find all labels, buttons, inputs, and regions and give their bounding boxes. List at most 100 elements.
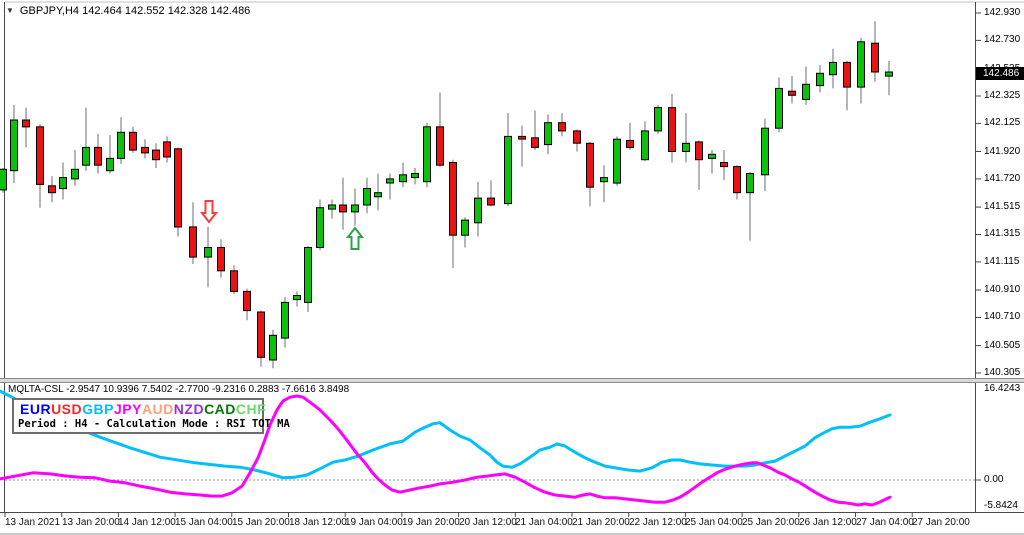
- price-axis-label: 140.505: [984, 340, 1021, 351]
- price-axis-label: 140.710: [984, 311, 1021, 322]
- price-axis-label: 141.315: [984, 228, 1021, 239]
- candle-down: [257, 311, 265, 358]
- candle-down: [174, 148, 182, 228]
- candle-up: [461, 219, 469, 236]
- legend-item-eur: EUR: [20, 401, 52, 417]
- candle-up: [708, 153, 716, 159]
- price-axis-label: 141.515: [984, 201, 1021, 212]
- candle-up: [399, 174, 407, 183]
- candle-down: [695, 141, 703, 161]
- window-bottom-edge: [0, 533, 1024, 535]
- price-axis-label: 142.325: [984, 90, 1021, 101]
- candle-down: [573, 130, 581, 144]
- candle-up: [204, 247, 212, 258]
- candle-up: [10, 119, 18, 172]
- candle-down: [558, 122, 566, 132]
- panel-splitter[interactable]: [0, 378, 1024, 383]
- candle-down: [189, 226, 197, 258]
- price-axis-label: 142.730: [984, 34, 1021, 45]
- candle-up: [374, 192, 382, 198]
- candle-down: [487, 197, 495, 206]
- buy-arrow-icon: [345, 226, 365, 250]
- candle-up: [82, 146, 90, 166]
- candle-up: [746, 173, 754, 194]
- candle-down: [733, 166, 741, 194]
- candle-up: [293, 295, 301, 301]
- candle-down: [36, 126, 44, 185]
- candle-down: [141, 146, 149, 154]
- time-axis-label: 15 Jan 20:00: [232, 517, 290, 528]
- time-axis-label: 21 Jan 04:00: [515, 517, 573, 528]
- candle-down: [449, 162, 457, 236]
- candle-down: [48, 185, 56, 194]
- candle-down: [163, 141, 171, 158]
- candle-down: [243, 290, 251, 312]
- time-axis-label: 14 Jan 12:00: [118, 517, 176, 528]
- symbol-ohlc-text: GBPJPY,H4 142.464 142.552 142.328 142.48…: [19, 5, 251, 17]
- candle-up: [363, 188, 371, 206]
- candle-up: [885, 71, 893, 77]
- candle-up: [544, 122, 552, 146]
- current-price-badge: 142.486: [976, 67, 1024, 80]
- candle-up: [641, 130, 649, 161]
- time-axis-label: 25 Jan 20:00: [742, 517, 800, 528]
- candle-up: [474, 197, 482, 224]
- price-axis-label: 141.720: [984, 173, 1021, 184]
- indicator-axis-label: -5.8424: [984, 500, 1018, 511]
- candle-down: [668, 107, 676, 152]
- candle-up: [682, 142, 690, 153]
- candle-up: [829, 61, 837, 76]
- legend-item-usd: USD: [51, 401, 83, 417]
- time-axis-label: 20 Jan 12:00: [459, 517, 517, 528]
- legend-item-chf: CHF: [235, 401, 267, 417]
- price-axis-label: 142.930: [984, 7, 1021, 18]
- candle-up: [386, 178, 394, 184]
- price-axis-label: 142.125: [984, 117, 1021, 128]
- candle-down: [843, 61, 851, 88]
- legend-item-nzd: NZD: [173, 401, 205, 417]
- candle-down: [626, 140, 634, 148]
- candle-up: [59, 177, 67, 190]
- candle-up: [857, 41, 865, 88]
- candle-up: [71, 168, 79, 180]
- currency-strength-legend: EUR USD GBP JPY AUD NZD CAD CHF Period :…: [12, 398, 290, 434]
- candle-down: [152, 149, 160, 161]
- legend-item-aud: AUD: [141, 401, 174, 417]
- candle-up: [411, 173, 419, 179]
- time-axis-label: 21 Jan 20:00: [572, 517, 630, 528]
- sell-arrow-icon: [199, 200, 219, 224]
- candle-up: [316, 207, 324, 248]
- time-axis-label: 19 Jan 04:00: [345, 517, 403, 528]
- candle-up: [281, 301, 289, 339]
- time-axis-label: 25 Jan 04:00: [685, 517, 743, 528]
- legend-item-gbp: GBP: [82, 401, 114, 417]
- price-axis-label: 140.305: [984, 367, 1021, 378]
- candle-down: [518, 135, 526, 140]
- candle-up: [816, 72, 824, 87]
- candle-up: [761, 127, 769, 176]
- time-axis-label: 13 Jan 2021: [5, 517, 61, 528]
- candle-up: [423, 126, 431, 183]
- legend-item-cad: CAD: [204, 401, 236, 417]
- candle-down: [22, 119, 30, 128]
- indicator-title: MQLTA-CSL -2.9547 10.9396 7.5402 -2.7700…: [8, 384, 350, 395]
- indicator-axis-label: 16.4243: [984, 383, 1021, 394]
- candle-up: [117, 131, 125, 159]
- candle-down: [217, 247, 225, 272]
- candle-up: [106, 157, 114, 172]
- time-axis-label: 15 Jan 04:00: [175, 517, 233, 528]
- candle-up: [654, 107, 662, 132]
- gbp-strength-line: [0, 389, 892, 480]
- candle-up: [775, 87, 783, 129]
- candle-up: [269, 334, 277, 361]
- chart-expander-icon[interactable]: ▼: [6, 6, 14, 15]
- candle-up: [328, 204, 336, 210]
- candle-down: [531, 137, 539, 148]
- legend-currency-row: EUR USD GBP JPY AUD NZD CAD CHF: [14, 400, 266, 417]
- time-axis-label: 22 Jan 12:00: [629, 517, 687, 528]
- candle-down: [436, 126, 444, 166]
- time-axis-label: 19 Jan 20:00: [402, 517, 460, 528]
- indicator-axis-label: 0.00: [984, 474, 1004, 485]
